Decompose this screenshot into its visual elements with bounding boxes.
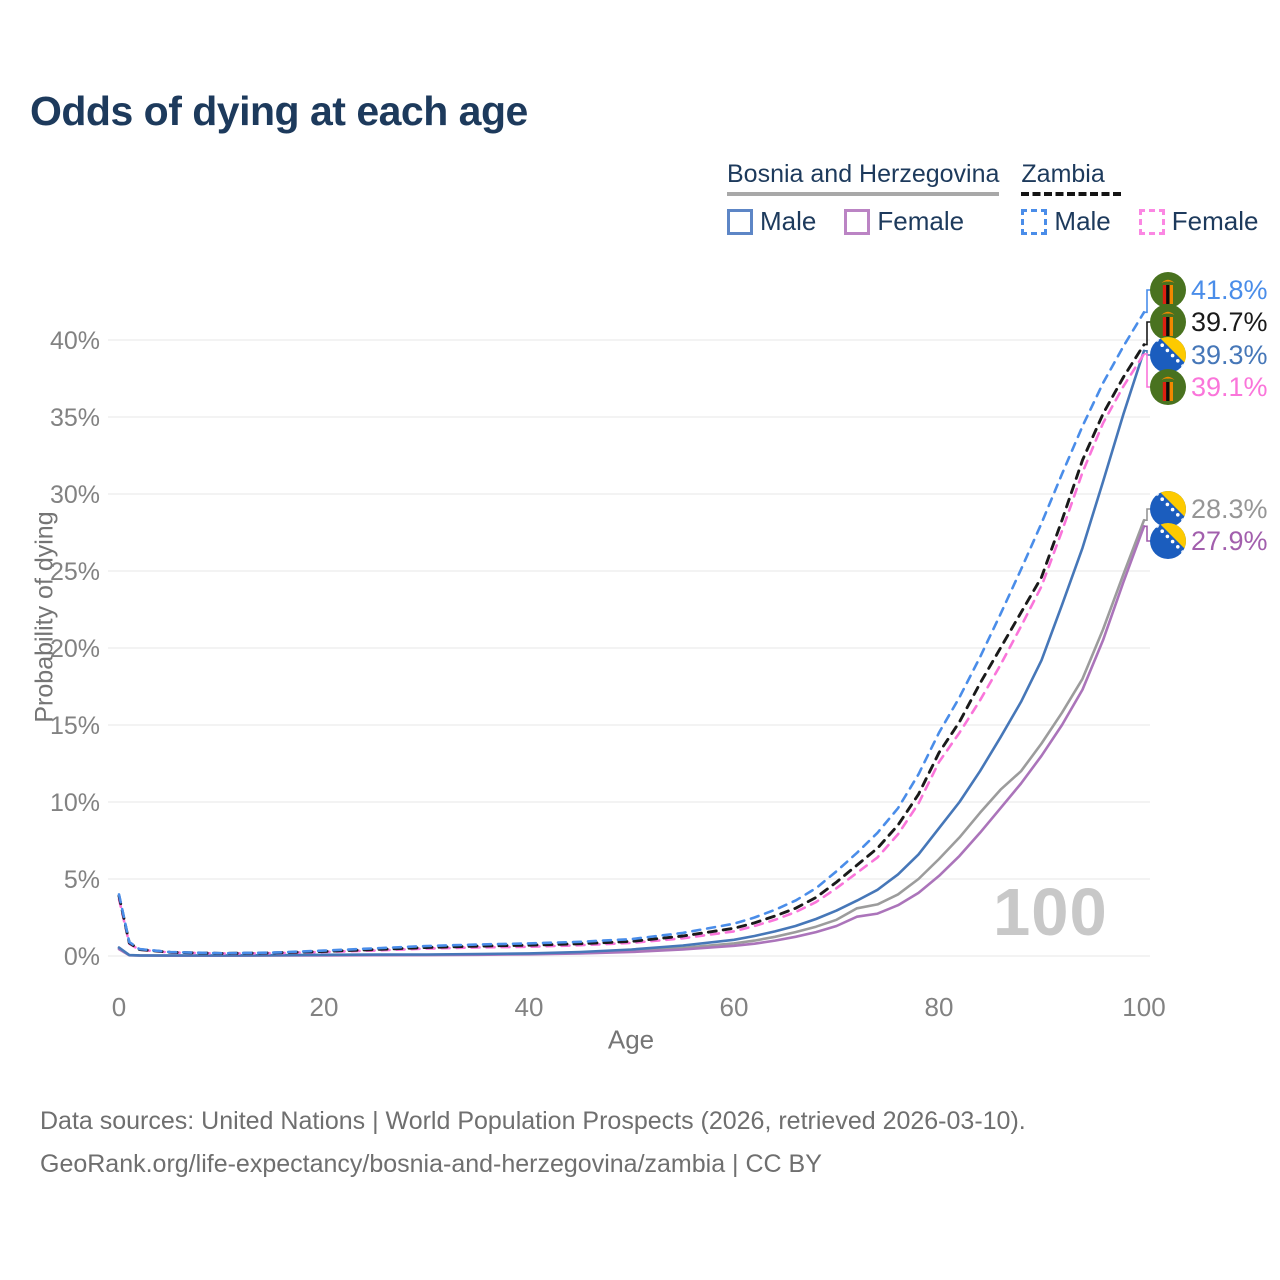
bosnia-female-swatch-icon xyxy=(844,208,871,235)
zambia-flag-icon xyxy=(1150,304,1186,340)
end-value: 39.1% xyxy=(1191,371,1268,402)
y-tick-label: 5% xyxy=(64,866,100,894)
end-value: 27.9% xyxy=(1191,525,1268,556)
line-end-label-zambia-female: 39.1% xyxy=(1150,369,1268,405)
zambia-male-swatch-icon xyxy=(1021,208,1048,235)
legend-label: Female xyxy=(877,206,965,236)
y-tick-label: 40% xyxy=(50,327,100,355)
legend-item-bosnia-female[interactable]: Female xyxy=(844,206,964,237)
y-tick-label: 0% xyxy=(64,943,100,971)
line-end-label-bosnia-female: 27.9% xyxy=(1150,523,1268,559)
x-tick-label: 100 xyxy=(1122,992,1165,1022)
x-tick-label: 40 xyxy=(515,992,544,1022)
line-end-label-zambia-all: 39.7% xyxy=(1150,304,1268,340)
zambia-flag-icon xyxy=(1150,272,1186,308)
legend-item-zambia-male[interactable]: Male xyxy=(1021,206,1111,237)
label-connector xyxy=(1144,353,1151,388)
y-tick-label: 20% xyxy=(50,635,100,663)
label-connector xyxy=(1144,525,1151,542)
bosnia-male-swatch-icon xyxy=(727,208,753,235)
bosnia-flag-icon xyxy=(1150,491,1186,527)
data-sources-line2: GeoRank.org/life-expectancy/bosnia-and-h… xyxy=(40,1150,822,1178)
series-line-bosnia-all[interactable] xyxy=(117,518,1146,957)
legend-country-bosnia: Bosnia and Herzegovina xyxy=(727,160,1000,196)
y-tick-label: 25% xyxy=(50,558,100,586)
legend: Bosnia and Herzegovina Male Female Zambi… xyxy=(727,160,1258,237)
legend-label: Male xyxy=(1054,206,1111,236)
end-value: 28.3% xyxy=(1191,493,1268,524)
chart-title: Odds of dying at each age xyxy=(30,88,528,134)
y-tick-label: 30% xyxy=(50,481,100,509)
series-line-bosnia-female[interactable] xyxy=(117,524,1146,958)
x-tick-label: 80 xyxy=(925,992,954,1022)
bosnia-flag-icon xyxy=(1150,337,1186,373)
label-connector xyxy=(1144,321,1151,346)
label-connector xyxy=(1144,350,1151,356)
line-end-label-bosnia-male: 39.3% xyxy=(1150,337,1268,373)
legend-item-bosnia-male[interactable]: Male xyxy=(727,206,816,237)
legend-group-bosnia: Bosnia and Herzegovina Male Female xyxy=(727,160,1000,237)
end-value: 39.3% xyxy=(1191,339,1268,370)
x-tick-label: 60 xyxy=(720,992,749,1022)
data-sources: Data sources: United Nations | World Pop… xyxy=(40,1100,1026,1186)
data-sources-line1: Data sources: United Nations | World Pop… xyxy=(40,1107,1026,1135)
series-line-zambia-male[interactable] xyxy=(117,310,1146,955)
series-line-bosnia-male[interactable] xyxy=(117,349,1146,957)
end-value: 39.7% xyxy=(1191,306,1268,337)
y-tick-label: 15% xyxy=(50,712,100,740)
x-tick-label: 20 xyxy=(310,992,339,1022)
legend-group-zambia: Zambia Male Female xyxy=(1021,160,1258,237)
y-tick-label: 35% xyxy=(50,404,100,432)
line-end-label-zambia-male: 41.8% xyxy=(1150,272,1268,308)
zambia-female-swatch-icon xyxy=(1138,208,1165,235)
legend-label: Female xyxy=(1171,206,1259,236)
x-axis-label: Age xyxy=(607,1024,655,1055)
legend-label: Male xyxy=(760,206,817,236)
end-value: 41.8% xyxy=(1191,274,1268,305)
series-line-zambia-female[interactable] xyxy=(117,352,1146,955)
zambia-flag-icon xyxy=(1150,369,1186,405)
label-connector xyxy=(1144,289,1151,314)
series-line-zambia-all[interactable] xyxy=(117,343,1146,955)
legend-country-zambia: Zambia xyxy=(1021,160,1121,196)
hover-age-watermark: 100 xyxy=(993,875,1108,950)
bosnia-flag-icon xyxy=(1150,523,1186,559)
label-connector xyxy=(1144,508,1151,521)
y-tick-label: 10% xyxy=(50,789,100,817)
line-end-label-bosnia-all: 28.3% xyxy=(1150,491,1268,527)
x-tick-label: 0 xyxy=(112,992,126,1022)
legend-item-zambia-female[interactable]: Female xyxy=(1138,206,1259,237)
